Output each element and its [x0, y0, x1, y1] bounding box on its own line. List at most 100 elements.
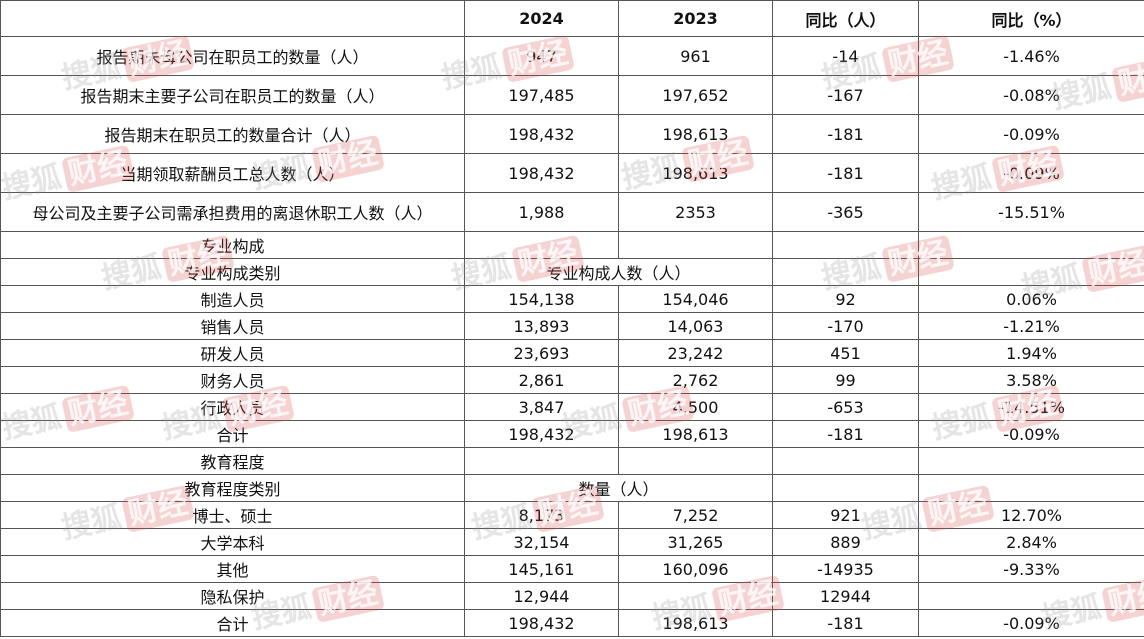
table-row: 当期领取薪酬员工总人数（人） 198,432 198,613 -181 -0.09%: [0, 153, 1144, 193]
table-cell: [772, 231, 919, 259]
table-cell: 教育程度类别: [0, 474, 465, 502]
table-cell: [464, 447, 619, 475]
table-cell: 4,500: [618, 393, 773, 421]
table-cell: 7,252: [618, 501, 773, 529]
table-cell: [918, 231, 1144, 259]
table-cell: 31,265: [618, 528, 773, 556]
table-cell: 其他: [0, 555, 465, 583]
table-cell: 行政人员: [0, 393, 465, 421]
table-row: 大学本科 32,154 31,265 889 2.84%: [0, 528, 1144, 556]
table-row: 合计 198,432 198,613 -181 -0.09%: [0, 420, 1144, 448]
table-cell: 23,693: [464, 339, 619, 367]
table-cell: 198,432: [464, 609, 619, 637]
table-cell: -0.08%: [918, 75, 1144, 115]
table-cell: 921: [772, 501, 919, 529]
table-row: 专业构成类别 专业构成人数（人）: [0, 258, 1144, 286]
table-cell: -653: [772, 393, 919, 421]
table-cell: 0.06%: [918, 285, 1144, 313]
table-row: 报告期末在职员工的数量合计（人） 198,432 198,613 -181 -0.09%: [0, 114, 1144, 154]
table-cell: 当期领取薪酬员工总人数（人）: [0, 153, 465, 193]
table-cell: [464, 231, 619, 259]
header-cell: 2024: [464, 0, 619, 37]
table-row: 行政人员 3,847 4,500 -653 -14.51%: [0, 393, 1144, 421]
table-cell: 大学本科: [0, 528, 465, 556]
table-cell: 14,063: [618, 312, 773, 340]
table-cell: [772, 447, 919, 475]
table-cell: 母公司及主要子公司需承担费用的离退休职工人数（人）: [0, 192, 465, 232]
table-cell: 92: [772, 285, 919, 313]
table-row: 母公司及主要子公司需承担费用的离退休职工人数（人） 1,988 2353 -365 -1…: [0, 192, 1144, 232]
table-cell: 2.84%: [918, 528, 1144, 556]
table-row: 研发人员 23,693 23,242 451 1.94%: [0, 339, 1144, 367]
table-cell: [618, 447, 773, 475]
table-cell: -365: [772, 192, 919, 232]
table-cell: -0.09%: [918, 609, 1144, 637]
table-cell: 专业构成: [0, 231, 465, 259]
table-cell: 961: [618, 36, 773, 76]
table-cell: 合计: [0, 609, 465, 637]
table-cell: 145,161: [464, 555, 619, 583]
table-cell: 198,432: [464, 153, 619, 193]
table-cell: 13,893: [464, 312, 619, 340]
table-cell: [772, 474, 919, 502]
table-row: 教育程度: [0, 447, 1144, 475]
table-cell: -0.09%: [918, 420, 1144, 448]
table-cell: 12.70%: [918, 501, 1144, 529]
table-cell: 197,652: [618, 75, 773, 115]
table-cell: 2353: [618, 192, 773, 232]
table-cell: 3,847: [464, 393, 619, 421]
table-cell: -167: [772, 75, 919, 115]
table-cell: -14.51%: [918, 393, 1144, 421]
table-cell: 2,861: [464, 366, 619, 394]
table-cell: 99: [772, 366, 919, 394]
header-cell: 同比（人）: [772, 0, 919, 37]
table-cell: 财务人员: [0, 366, 465, 394]
table-cell: [918, 258, 1144, 286]
table-cell: [918, 582, 1144, 610]
table-cell: 160,096: [618, 555, 773, 583]
table-row: 报告期末母公司在职员工的数量（人） 947 961 -14 -1.46%: [0, 36, 1144, 76]
table-cell: 198,613: [618, 420, 773, 448]
table-row: 专业构成: [0, 231, 1144, 259]
table-cell: 154,138: [464, 285, 619, 313]
table-cell: 专业构成人数（人）: [464, 258, 773, 286]
table-cell: 198,432: [464, 420, 619, 448]
table-cell: [918, 447, 1144, 475]
header-cell: [0, 0, 465, 37]
table-row: 制造人员 154,138 154,046 92 0.06%: [0, 285, 1144, 313]
table-cell: 2,762: [618, 366, 773, 394]
table-cell: -0.09%: [918, 114, 1144, 154]
table-cell: 198,432: [464, 114, 619, 154]
table-cell: -181: [772, 153, 919, 193]
table-cell: 1.94%: [918, 339, 1144, 367]
table-cell: 研发人员: [0, 339, 465, 367]
table-cell: -14: [772, 36, 919, 76]
table-cell: 专业构成类别: [0, 258, 465, 286]
table-cell: 隐私保护: [0, 582, 465, 610]
table-cell: 197,485: [464, 75, 619, 115]
table-cell: 198,613: [618, 114, 773, 154]
header-row: 2024 2023 同比（人） 同比（%）: [0, 0, 1144, 37]
table-cell: -181: [772, 420, 919, 448]
table-cell: 合计: [0, 420, 465, 448]
table-cell: -181: [772, 609, 919, 637]
table-cell: 198,613: [618, 153, 773, 193]
table-cell: 销售人员: [0, 312, 465, 340]
table-cell: -14935: [772, 555, 919, 583]
table-cell: 154,046: [618, 285, 773, 313]
table-cell: 889: [772, 528, 919, 556]
table-cell: -1.46%: [918, 36, 1144, 76]
table-cell: [772, 258, 919, 286]
table-cell: -170: [772, 312, 919, 340]
table-row: 财务人员 2,861 2,762 99 3.58%: [0, 366, 1144, 394]
table-row: 销售人员 13,893 14,063 -170 -1.21%: [0, 312, 1144, 340]
table-cell: 报告期末在职员工的数量合计（人）: [0, 114, 465, 154]
table-row: 报告期末主要子公司在职员工的数量（人） 197,485 197,652 -167 -0.…: [0, 75, 1144, 115]
table-cell: -0.09%: [918, 153, 1144, 193]
table-cell: -9.33%: [918, 555, 1144, 583]
table-cell: 1,988: [464, 192, 619, 232]
table-row: 合计 198,432 198,613 -181 -0.09%: [0, 609, 1144, 637]
table-cell: -1.21%: [918, 312, 1144, 340]
table-cell: 198,613: [618, 609, 773, 637]
